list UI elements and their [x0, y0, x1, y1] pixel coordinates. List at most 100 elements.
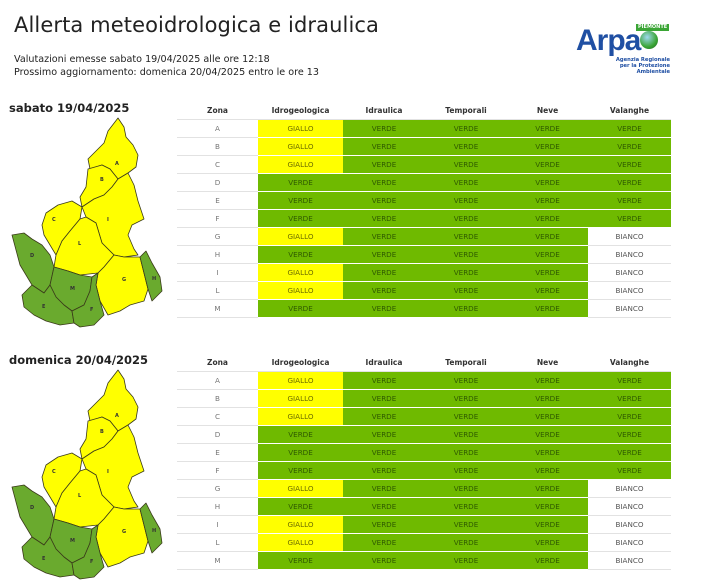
svg-text:M: M [70, 286, 75, 292]
logo-globe-icon [640, 31, 658, 49]
valanghe-level-cell: VERDE [588, 119, 671, 138]
svg-text:E: E [42, 556, 46, 562]
idraulica-level-cell: VERDE [343, 425, 425, 444]
idrogeologica-level-cell: VERDE [258, 425, 343, 444]
map-zone-d[interactable]: D [11, 232, 55, 294]
table-row: G GIALLO VERDE VERDE VERDE BIANCO [177, 227, 671, 246]
temporali-level-cell: VERDE [425, 155, 507, 174]
neve-level-cell: VERDE [507, 281, 588, 300]
map-zone-g[interactable]: G [95, 506, 149, 568]
temporali-level-cell: VERDE [425, 137, 507, 156]
idrogeologica-level-cell: GIALLO [258, 155, 343, 174]
column-header-idraulica: Idraulica [343, 353, 425, 372]
map-zone-h[interactable]: H [139, 502, 163, 554]
idrogeologica-level-cell: GIALLO [258, 515, 343, 534]
zone-cell: I [177, 263, 258, 282]
idraulica-level-cell: VERDE [343, 533, 425, 552]
page-title: Allerta meteoidrologica e idraulica [14, 13, 380, 37]
valanghe-level-cell: BIANCO [588, 281, 671, 300]
column-header-temporali: Temporali [425, 101, 507, 120]
valanghe-level-cell: BIANCO [588, 263, 671, 282]
zone-cell: C [177, 407, 258, 426]
neve-level-cell: VERDE [507, 209, 588, 228]
svg-text:M: M [70, 538, 75, 544]
valanghe-level-cell: BIANCO [588, 245, 671, 264]
valanghe-level-cell: BIANCO [588, 515, 671, 534]
svg-text:G: G [122, 277, 126, 283]
table-row: F VERDE VERDE VERDE VERDE VERDE [177, 209, 671, 228]
valanghe-level-cell: VERDE [588, 191, 671, 210]
table-row: I GIALLO VERDE VERDE VERDE BIANCO [177, 263, 671, 282]
temporali-level-cell: VERDE [425, 371, 507, 390]
valanghe-level-cell: VERDE [588, 209, 671, 228]
alert-table: Zona Idrogeologica Idraulica Temporali Neve V… [177, 353, 671, 570]
neve-level-cell: VERDE [507, 191, 588, 210]
table-row: L GIALLO VERDE VERDE VERDE BIANCO [177, 281, 671, 300]
temporali-level-cell: VERDE [425, 533, 507, 552]
svg-text:I: I [107, 469, 109, 475]
table-row: M VERDE VERDE VERDE VERDE BIANCO [177, 299, 671, 318]
svg-text:C: C [52, 217, 56, 223]
map-zone-f[interactable]: F [71, 272, 105, 328]
idraulica-level-cell: VERDE [343, 299, 425, 318]
table-row: H VERDE VERDE VERDE VERDE BIANCO [177, 497, 671, 516]
temporali-level-cell: VERDE [425, 389, 507, 408]
idrogeologica-level-cell: GIALLO [258, 263, 343, 282]
neve-level-cell: VERDE [507, 137, 588, 156]
map-zone-d[interactable]: D [11, 484, 55, 546]
idraulica-level-cell: VERDE [343, 173, 425, 192]
idrogeologica-level-cell: VERDE [258, 245, 343, 264]
svg-text:B: B [100, 429, 104, 435]
zone-cell: H [177, 497, 258, 516]
neve-level-cell: VERDE [507, 407, 588, 426]
zone-cell: H [177, 245, 258, 264]
table-row: I GIALLO VERDE VERDE VERDE BIANCO [177, 515, 671, 534]
map-zone-g[interactable]: G [95, 254, 149, 316]
idraulica-level-cell: VERDE [343, 443, 425, 462]
neve-level-cell: VERDE [507, 497, 588, 516]
valanghe-level-cell: VERDE [588, 461, 671, 480]
idrogeologica-level-cell: VERDE [258, 461, 343, 480]
neve-level-cell: VERDE [507, 389, 588, 408]
map-zone-h[interactable]: H [139, 250, 163, 302]
svg-text:D: D [30, 505, 34, 511]
valanghe-level-cell: VERDE [588, 371, 671, 390]
svg-text:D: D [30, 253, 34, 259]
svg-text:F: F [90, 307, 93, 313]
idraulica-level-cell: VERDE [343, 551, 425, 570]
temporali-level-cell: VERDE [425, 515, 507, 534]
table-row: D VERDE VERDE VERDE VERDE VERDE [177, 425, 671, 444]
day-date: domenica 20/04/2025 [9, 353, 149, 367]
neve-level-cell: VERDE [507, 299, 588, 318]
idrogeologica-level-cell: VERDE [258, 173, 343, 192]
table-row: A GIALLO VERDE VERDE VERDE VERDE [177, 371, 671, 390]
temporali-level-cell: VERDE [425, 209, 507, 228]
arpa-logo[interactable]: Arpa PIEMONTE Agenzia Regionale per la P… [574, 22, 674, 75]
idraulica-level-cell: VERDE [343, 389, 425, 408]
zone-cell: F [177, 209, 258, 228]
svg-text:B: B [100, 177, 104, 183]
zone-cell: F [177, 461, 258, 480]
temporali-level-cell: VERDE [425, 551, 507, 570]
zone-cell: G [177, 479, 258, 498]
zone-cell: L [177, 281, 258, 300]
valanghe-level-cell: BIANCO [588, 227, 671, 246]
idrogeologica-level-cell: GIALLO [258, 137, 343, 156]
idrogeologica-level-cell: GIALLO [258, 371, 343, 390]
neve-level-cell: VERDE [507, 461, 588, 480]
idrogeologica-level-cell: VERDE [258, 497, 343, 516]
idraulica-level-cell: VERDE [343, 461, 425, 480]
logo-wordmark: Arpa [576, 24, 641, 57]
valanghe-level-cell: VERDE [588, 443, 671, 462]
table-row: F VERDE VERDE VERDE VERDE VERDE [177, 461, 671, 480]
column-header-idraulica: Idraulica [343, 101, 425, 120]
zone-cell: G [177, 227, 258, 246]
table-row: E VERDE VERDE VERDE VERDE VERDE [177, 191, 671, 210]
map-zone-f[interactable]: F [71, 524, 105, 580]
idrogeologica-level-cell: GIALLO [258, 281, 343, 300]
neve-level-cell: VERDE [507, 479, 588, 498]
neve-level-cell: VERDE [507, 533, 588, 552]
neve-level-cell: VERDE [507, 245, 588, 264]
valanghe-level-cell: VERDE [588, 407, 671, 426]
table-row: M VERDE VERDE VERDE VERDE BIANCO [177, 551, 671, 570]
